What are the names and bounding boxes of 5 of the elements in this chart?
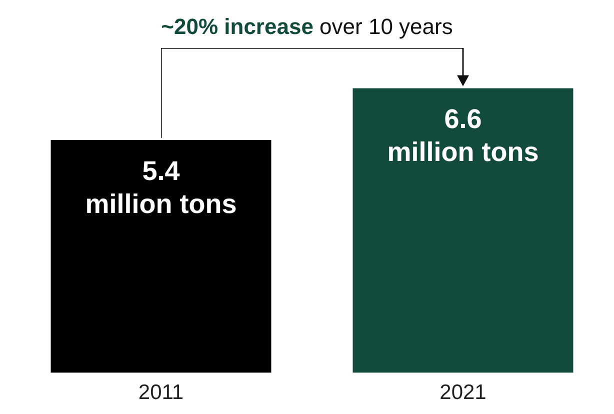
x-tick-label: 2021: [440, 381, 486, 404]
text: ~20% increase over 10 years: [160, 14, 454, 40]
data-label: 6.6 million tons: [387, 104, 539, 168]
x-tick-label: 2011: [138, 381, 184, 404]
data-label: 5.4 million tons: [85, 156, 237, 219]
